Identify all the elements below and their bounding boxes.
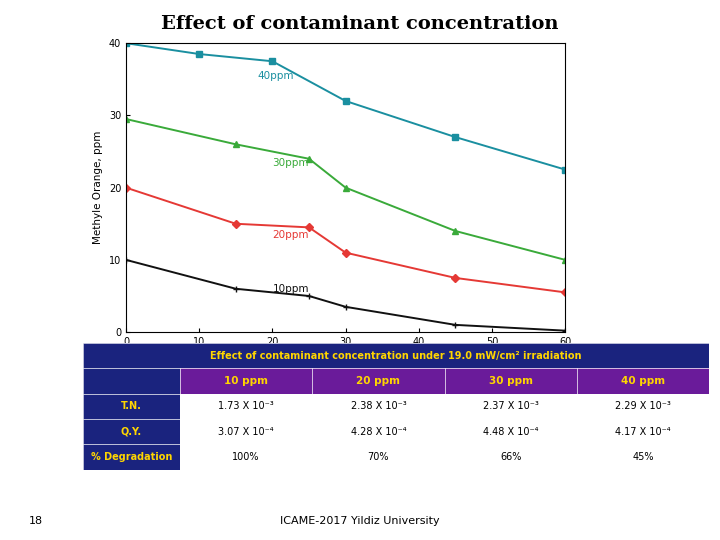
- Text: 100%: 100%: [233, 452, 260, 462]
- Text: 10ppm: 10ppm: [272, 285, 309, 294]
- Text: 70%: 70%: [368, 452, 389, 462]
- Text: 30 ppm: 30 ppm: [489, 376, 533, 386]
- Text: Effect of contaminant concentration: Effect of contaminant concentration: [161, 15, 559, 33]
- Text: 20 ppm: 20 ppm: [356, 376, 400, 386]
- Text: 2.29 X 10⁻³: 2.29 X 10⁻³: [615, 401, 671, 411]
- Text: 2.37 X 10⁻³: 2.37 X 10⁻³: [483, 401, 539, 411]
- Text: 4.17 X 10⁻⁴: 4.17 X 10⁻⁴: [615, 427, 671, 437]
- Text: 10 ppm: 10 ppm: [224, 376, 268, 386]
- Text: % Degradation: % Degradation: [91, 452, 172, 462]
- X-axis label: Time of irradation, min.: Time of irradation, min.: [284, 353, 407, 362]
- Text: 3.07 X 10⁻⁴: 3.07 X 10⁻⁴: [218, 427, 274, 437]
- Text: 40 ppm: 40 ppm: [621, 376, 665, 386]
- Text: T.N.: T.N.: [121, 401, 142, 411]
- Y-axis label: Methyle Orange, ppm: Methyle Orange, ppm: [93, 131, 103, 244]
- Text: 4.28 X 10⁻⁴: 4.28 X 10⁻⁴: [351, 427, 406, 437]
- Text: Q.Y.: Q.Y.: [121, 427, 142, 437]
- Text: 4.48 X 10⁻⁴: 4.48 X 10⁻⁴: [483, 427, 539, 437]
- Text: 2.38 X 10⁻³: 2.38 X 10⁻³: [351, 401, 406, 411]
- Text: 1.73 X 10⁻³: 1.73 X 10⁻³: [218, 401, 274, 411]
- Text: ICAME-2017 Yildiz University: ICAME-2017 Yildiz University: [280, 516, 440, 526]
- Text: 40ppm: 40ppm: [258, 71, 294, 82]
- Text: 30ppm: 30ppm: [272, 158, 309, 168]
- Text: 66%: 66%: [500, 452, 521, 462]
- Text: 45%: 45%: [632, 452, 654, 462]
- Text: 18: 18: [29, 516, 43, 526]
- Text: 20ppm: 20ppm: [272, 230, 309, 240]
- Text: Effect of contaminant concentration under 19.0 mW/cm² irradiation: Effect of contaminant concentration unde…: [210, 350, 582, 361]
